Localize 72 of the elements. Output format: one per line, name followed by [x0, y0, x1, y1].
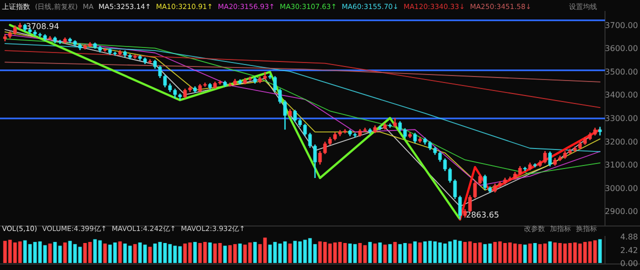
bar: [288, 244, 292, 263]
bar: [388, 244, 392, 263]
bar: [118, 241, 122, 263]
bar: [193, 242, 197, 263]
bar: [253, 242, 257, 263]
bar: [63, 242, 67, 263]
bar: [378, 242, 382, 263]
bar: [133, 244, 137, 263]
bar: [393, 242, 397, 263]
candlestick: [448, 167, 452, 184]
candlestick: [483, 174, 487, 190]
bar: [383, 244, 387, 263]
candlestick: [278, 88, 282, 104]
candlestick: [158, 65, 162, 79]
candlestick: [453, 178, 457, 200]
bar: [418, 242, 422, 263]
candlestick: [273, 75, 277, 93]
y-tick-label: 2.42: [620, 246, 638, 255]
candlestick: [438, 150, 442, 162]
bar: [238, 244, 242, 263]
candlestick: [163, 74, 167, 88]
candlestick: [443, 158, 447, 172]
candlestick: [183, 88, 187, 99]
candlestick: [543, 150, 547, 164]
candlestick: [323, 141, 327, 155]
candlestick: [173, 88, 177, 99]
candlestick: [318, 150, 322, 166]
bar: [528, 244, 532, 263]
y-tick-label: 3200.00: [604, 137, 638, 146]
y-tick-label: 3600.00: [604, 44, 638, 54]
candlestick: [458, 195, 462, 220]
annotation: 2863.65: [466, 210, 500, 220]
candlestick: [478, 174, 482, 185]
bar: [408, 244, 412, 263]
bar: [523, 244, 527, 263]
y-tick-label: 3300.00: [604, 114, 638, 123]
candlestick: [473, 180, 477, 199]
candlestick: [283, 100, 287, 130]
y-tick-label: 3100.00: [604, 160, 638, 170]
bar: [413, 241, 417, 263]
bar: [368, 242, 372, 263]
candlestick: [468, 194, 472, 213]
candlestick: [313, 144, 317, 179]
bar: [548, 241, 552, 263]
line-series: [8, 24, 462, 221]
candlestick: [403, 128, 407, 140]
y-tick-label: 3400.00: [604, 90, 638, 100]
y-tick-label: 0.00: [620, 259, 638, 268]
bar: [223, 246, 227, 263]
bar: [533, 243, 537, 263]
candlestick: [398, 120, 402, 132]
line-series: [458, 128, 602, 221]
bar: [48, 244, 52, 263]
candlestick: [548, 150, 552, 168]
candlestick: [393, 117, 397, 128]
bar: [208, 242, 212, 263]
bar: [598, 239, 602, 263]
candlestick: [13, 24, 17, 36]
candlestick: [293, 109, 297, 123]
annotation: 3708.94: [26, 22, 60, 31]
y-tick-label: 4.88: [620, 232, 638, 242]
candlestick: [303, 123, 307, 137]
bar: [148, 246, 152, 263]
y-tick-label: 2900.00: [604, 207, 638, 216]
line-series: [4, 43, 600, 152]
y-tick-label: 3500.00: [604, 67, 638, 76]
y-tick-label: 3700.00: [604, 20, 638, 30]
candlestick: [413, 132, 417, 144]
y-tick-label: 3000.00: [604, 184, 638, 193]
bar: [373, 244, 377, 263]
candlestick: [308, 132, 312, 148]
bar: [103, 244, 107, 263]
